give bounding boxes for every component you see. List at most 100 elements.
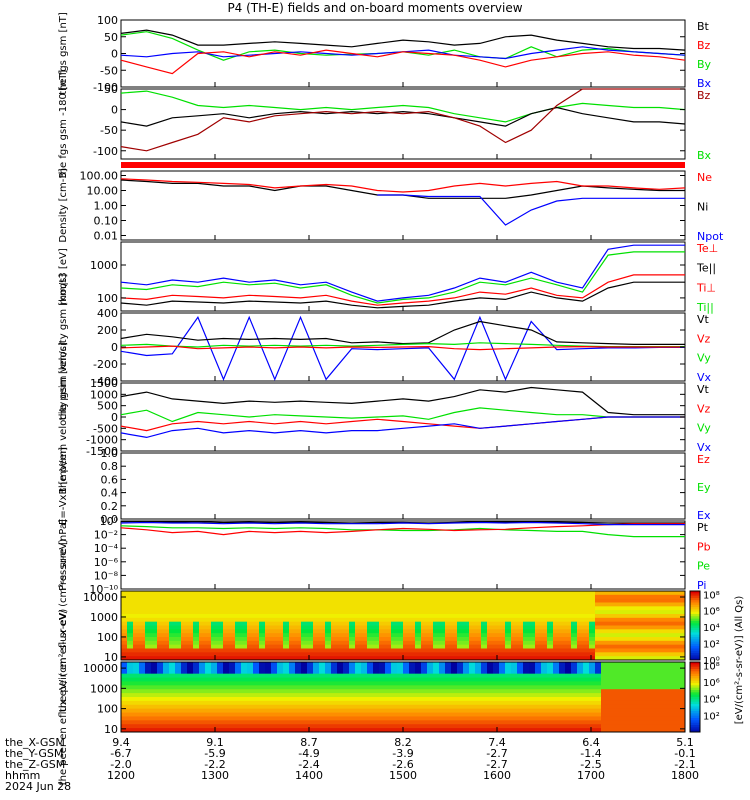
heatmap-cell bbox=[319, 724, 326, 729]
heatmap-cell bbox=[427, 700, 434, 706]
heatmap-cell bbox=[157, 644, 164, 649]
heatmap-cell bbox=[157, 662, 164, 667]
heatmap-cell bbox=[505, 594, 512, 600]
heatmap-cell bbox=[577, 685, 584, 690]
heatmap-cell bbox=[163, 656, 170, 661]
heatmap-cell bbox=[343, 610, 350, 615]
heatmap-cell bbox=[223, 716, 230, 721]
heatmap-cell bbox=[139, 648, 146, 653]
colorbar-cell bbox=[690, 685, 700, 689]
heatmap-cell bbox=[565, 697, 572, 702]
heatmap-cell bbox=[511, 673, 518, 678]
heatmap-cell bbox=[583, 652, 590, 657]
heatmap-cell bbox=[229, 677, 236, 682]
heatmap-cell bbox=[151, 621, 158, 626]
heatmap-cell bbox=[385, 606, 392, 611]
heatmap-cell bbox=[307, 685, 314, 690]
heatmap-cell bbox=[271, 594, 278, 600]
heatmap-cell bbox=[409, 591, 416, 596]
heatmap-cell bbox=[673, 594, 680, 600]
colorbar-cell bbox=[690, 692, 700, 696]
heatmap-cell bbox=[589, 662, 596, 667]
heatmap-cell bbox=[331, 602, 338, 607]
heatmap-cell bbox=[625, 648, 632, 653]
heatmap-cell bbox=[361, 610, 368, 615]
heatmap-cell bbox=[457, 633, 464, 638]
heatmap-cell bbox=[463, 724, 470, 729]
heatmap-cell bbox=[571, 681, 578, 686]
heatmap-cell bbox=[649, 637, 656, 642]
heatmap-cell bbox=[673, 673, 680, 678]
heatmap-cell bbox=[637, 665, 644, 671]
heatmap-cell bbox=[397, 640, 404, 646]
heatmap-cell bbox=[409, 594, 416, 600]
heatmap-cell bbox=[493, 720, 500, 725]
heatmap-cell bbox=[505, 633, 512, 638]
heatmap-cell bbox=[667, 617, 674, 623]
heatmap-cell bbox=[409, 689, 416, 694]
heatmap-cell bbox=[583, 669, 590, 675]
heatmap-cell bbox=[493, 648, 500, 653]
heatmap-cell bbox=[265, 594, 272, 600]
heatmap-cell bbox=[373, 724, 380, 729]
heatmap-cell bbox=[325, 689, 332, 694]
heatmap-cell bbox=[649, 724, 656, 729]
heatmap-cell bbox=[403, 598, 410, 603]
heatmap-cell bbox=[175, 610, 182, 615]
heatmap-cell bbox=[271, 617, 278, 623]
heatmap-cell bbox=[145, 598, 152, 603]
heatmap-cell bbox=[193, 681, 200, 686]
heatmap-cell bbox=[397, 621, 404, 626]
heatmap-cell bbox=[643, 637, 650, 642]
heatmap-cell bbox=[493, 594, 500, 600]
heatmap-cell bbox=[445, 602, 452, 607]
heatmap-cell bbox=[349, 614, 356, 619]
heatmap-cell bbox=[589, 724, 596, 729]
heatmap-cell bbox=[367, 598, 374, 603]
heatmap-cell bbox=[247, 621, 254, 626]
heatmap-cell bbox=[559, 685, 566, 690]
heatmap-cell bbox=[421, 665, 428, 671]
heatmap-cell bbox=[337, 728, 344, 733]
heatmap-cell bbox=[631, 704, 638, 710]
heatmap-cell bbox=[445, 685, 452, 690]
heatmap-cell bbox=[337, 724, 344, 729]
heatmap-cell bbox=[667, 621, 674, 626]
heatmap-cell bbox=[199, 704, 206, 710]
heatmap-cell bbox=[199, 652, 206, 657]
heatmap-cell bbox=[349, 606, 356, 611]
y-tick-label: 10⁰ bbox=[100, 515, 119, 528]
heatmap-cell bbox=[163, 669, 170, 675]
heatmap-cell bbox=[283, 716, 290, 721]
heatmap-cell bbox=[121, 606, 128, 611]
heatmap-cell bbox=[241, 712, 248, 717]
heatmap-cell bbox=[565, 629, 572, 634]
heatmap-cell bbox=[403, 621, 410, 626]
heatmap-cell bbox=[559, 728, 566, 733]
heatmap-cell bbox=[619, 673, 626, 678]
heatmap-cell bbox=[673, 637, 680, 642]
heatmap-cell bbox=[643, 689, 650, 694]
heatmap-cell bbox=[661, 629, 668, 634]
heatmap-cell bbox=[181, 602, 188, 607]
heatmap-cell bbox=[637, 662, 644, 667]
heatmap-cell bbox=[283, 637, 290, 642]
heatmap-cell bbox=[229, 640, 236, 646]
heatmap-cell bbox=[457, 677, 464, 682]
series-line bbox=[120, 106, 686, 127]
heatmap-cell bbox=[301, 637, 308, 642]
heatmap-cell bbox=[415, 644, 422, 649]
heatmap-cell bbox=[271, 625, 278, 630]
heatmap-cell bbox=[403, 610, 410, 615]
heatmap-cell bbox=[565, 716, 572, 721]
x-axis-value: 6.4 bbox=[582, 736, 600, 749]
heatmap-cell bbox=[391, 720, 398, 725]
heatmap-cell bbox=[241, 693, 248, 698]
heatmap-cell bbox=[463, 614, 470, 619]
heatmap-cell bbox=[655, 689, 662, 694]
heatmap-cell bbox=[295, 685, 302, 690]
heatmap-cell bbox=[595, 677, 602, 682]
heatmap-cell bbox=[553, 644, 560, 649]
heatmap-cell bbox=[151, 685, 158, 690]
heatmap-cell bbox=[289, 728, 296, 733]
